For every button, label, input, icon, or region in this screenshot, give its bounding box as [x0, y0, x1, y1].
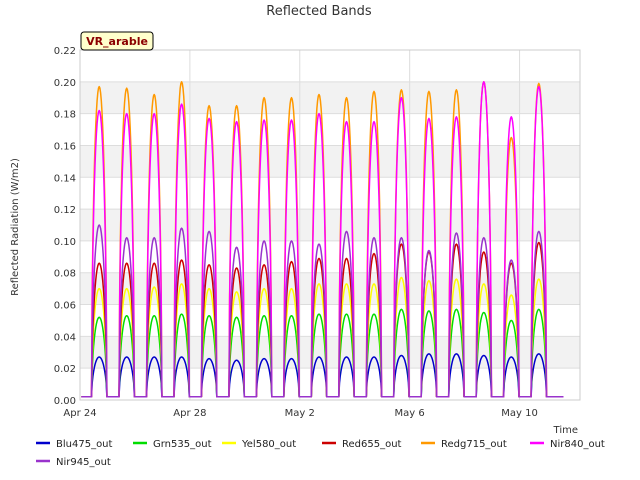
- y-tick-label: 0.14: [54, 173, 76, 184]
- x-tick-label: May 10: [501, 408, 538, 419]
- legend-item-nir945-out: Nir945_out: [36, 457, 111, 468]
- series-line-nir945-out: [81, 224, 564, 398]
- y-tick-label: 0.06: [54, 301, 76, 312]
- y-tick-label: 0.00: [54, 396, 76, 407]
- legend-item-redg715-out: Redg715_out: [421, 439, 507, 450]
- legend-item-nir840-out: Nir840_out: [530, 439, 605, 450]
- y-tick-label: 0.04: [54, 332, 76, 343]
- legend-label: Grn535_out: [153, 439, 212, 450]
- y-tick-label: 0.16: [54, 141, 76, 152]
- y-tick-label: 0.20: [54, 78, 76, 89]
- y-tick-label: 0.02: [54, 364, 76, 375]
- plot-border: [79, 49, 581, 401]
- series-lines: [81, 81, 564, 398]
- x-axis-label: Time: [553, 425, 578, 436]
- legend-item-yel580-out: Yel580_out: [222, 439, 296, 450]
- x-tick-label: May 2: [285, 408, 315, 419]
- y-tick-label: 0.18: [54, 110, 76, 121]
- x-tick-label: Apr 28: [173, 408, 206, 419]
- legend-item-grn535-out: Grn535_out: [133, 439, 212, 450]
- chart-title: Reflected Bands: [266, 4, 372, 19]
- series-line-blu475-out: [81, 353, 564, 398]
- y-tick-label: 0.08: [54, 269, 76, 280]
- y-tick-label: 0.10: [54, 237, 76, 248]
- station-badge-text: VR_arable: [86, 35, 148, 48]
- legend-item-red655-out: Red655_out: [322, 439, 402, 450]
- legend-label: Nir840_out: [550, 439, 605, 450]
- legend-label: Yel580_out: [241, 439, 296, 450]
- y-axis-ticks: 0.00 0.02 0.04 0.06 0.08 0.10 0.12 0.14 0.16 0.18…: [54, 46, 76, 407]
- legend-label: Blu475_out: [56, 439, 113, 450]
- series-line-nir840-out: [81, 81, 564, 398]
- series-line-grn535-out: [81, 308, 564, 398]
- x-tick-label: May 6: [395, 408, 425, 419]
- grid-band: [80, 209, 580, 241]
- grid-band: [80, 145, 580, 178]
- y-tick-label: 0.12: [54, 205, 76, 216]
- legend-item-blu475-out: Blu475_out: [36, 439, 113, 450]
- grid-band: [80, 81, 580, 114]
- plot-area: [80, 50, 580, 400]
- grid-lines: [79, 49, 581, 401]
- station-badge: VR_arable: [80, 31, 154, 51]
- x-axis-ticks: Apr 24 Apr 28 May 2 May 6 May 10: [63, 408, 537, 419]
- grid-band: [80, 272, 580, 305]
- legend: Blu475_out Grn535_out Yel580_out Red655_out…: [36, 439, 605, 468]
- y-axis-label: Reflected Radiation (W/m2): [10, 158, 21, 296]
- legend-label: Redg715_out: [441, 439, 507, 450]
- y-tick-label: 0.22: [54, 46, 76, 57]
- legend-label: Nir945_out: [56, 457, 111, 468]
- station-badge-box: [80, 31, 154, 51]
- x-tick-label: Apr 24: [63, 408, 96, 419]
- legend-label: Red655_out: [342, 439, 402, 450]
- grid-band: [80, 336, 580, 369]
